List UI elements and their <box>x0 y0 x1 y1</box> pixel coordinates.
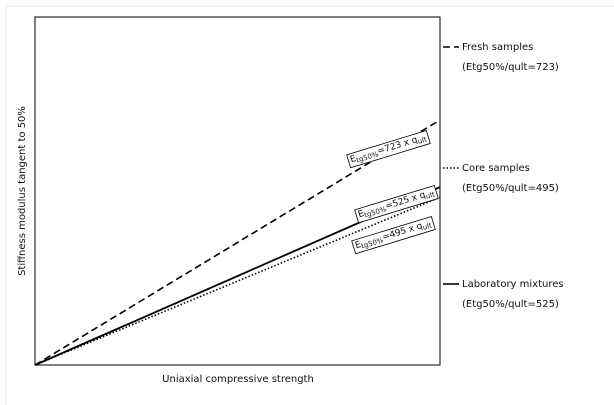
annotation-sub: ult <box>417 135 428 145</box>
annotation: Etg50%=525 x qult <box>354 185 439 224</box>
annotation-part: E <box>354 240 363 251</box>
line <box>34 196 441 366</box>
annotation-sub: ult <box>425 190 436 200</box>
legend-label: Core samples <box>462 163 530 174</box>
legend-description: (Etg50%/qult=495) <box>462 183 559 194</box>
line <box>34 119 441 366</box>
annotation-box <box>346 130 431 169</box>
y-axis-label: Stiffness modulus tangent to 50% <box>17 106 28 276</box>
annotation-sub: ult <box>422 221 433 231</box>
plot-area <box>34 16 441 366</box>
annotation-part: E <box>357 209 366 220</box>
x-axis-label: Uniaxial compressive strength <box>162 374 314 385</box>
legend-label: Laboratory mixtures <box>462 279 564 290</box>
annotation: Etg50%=495 x qult <box>351 216 436 255</box>
legend-description: (Etg50%/qult=525) <box>462 299 559 310</box>
legend-label: Fresh samples <box>462 42 533 53</box>
annotation-part: E <box>349 154 358 165</box>
legend-description: (Etg50%/qult=723) <box>462 62 559 73</box>
annotation-text: Etg50%=495 x qult <box>354 218 433 252</box>
annotation-box <box>354 185 439 224</box>
annotation-box <box>351 216 436 255</box>
annotation: Etg50%=723 x qult <box>346 130 431 169</box>
annotation-text: Etg50%=723 x qult <box>349 132 428 166</box>
